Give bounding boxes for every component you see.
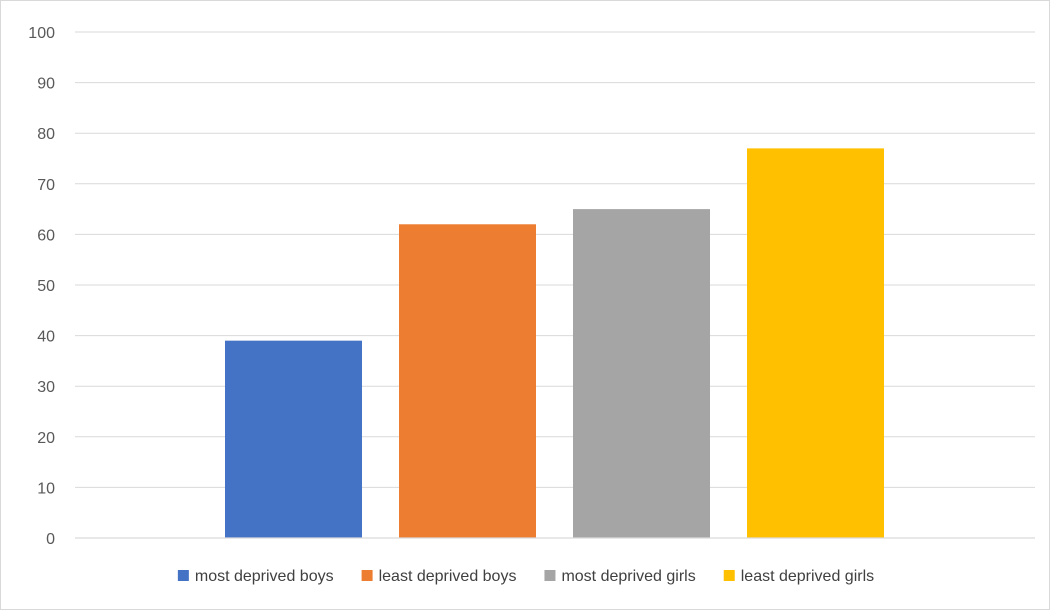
bars: [225, 148, 884, 538]
y-tick-label: 60: [37, 227, 55, 244]
y-tick-label: 0: [46, 531, 55, 548]
bar-least-deprived-boys: [399, 224, 536, 538]
legend-item-least-deprived-girls: least deprived girls: [723, 568, 874, 585]
legend-item-least-deprived-boys: least deprived boys: [361, 568, 517, 585]
bar-most-deprived-girls: [573, 209, 710, 538]
bar-least-deprived-girls: [747, 148, 884, 538]
y-tick-label: 100: [28, 25, 55, 42]
legend-item-most-deprived-girls: most deprived girls: [544, 568, 696, 585]
legend-label: least deprived boys: [379, 568, 517, 585]
legend-swatch: [361, 570, 373, 581]
legend-label: least deprived girls: [741, 568, 874, 585]
y-tick-label: 80: [37, 126, 55, 143]
y-tick-label: 50: [37, 278, 55, 295]
bar-most-deprived-boys: [225, 340, 362, 538]
legend-label: most deprived boys: [195, 568, 334, 585]
y-tick-label: 10: [37, 480, 55, 497]
y-tick-label: 40: [37, 329, 55, 346]
legend-swatch: [544, 570, 556, 581]
gridlines: [75, 31, 1035, 488]
y-tick-label: 90: [37, 76, 55, 93]
legend-item-most-deprived-boys: most deprived boys: [177, 568, 334, 585]
y-tick-label: 30: [37, 379, 55, 396]
legend-label: most deprived girls: [561, 568, 695, 585]
legend: most deprived boys least deprived boys mos…: [177, 568, 874, 585]
legend-swatch: [177, 570, 189, 581]
y-tick-label: 70: [37, 177, 55, 194]
legend-swatch: [723, 570, 735, 581]
y-axis-tick-labels: 0 10 20 30 40 50 60 70 80 90 100: [28, 25, 55, 548]
y-tick-label: 20: [37, 430, 55, 447]
